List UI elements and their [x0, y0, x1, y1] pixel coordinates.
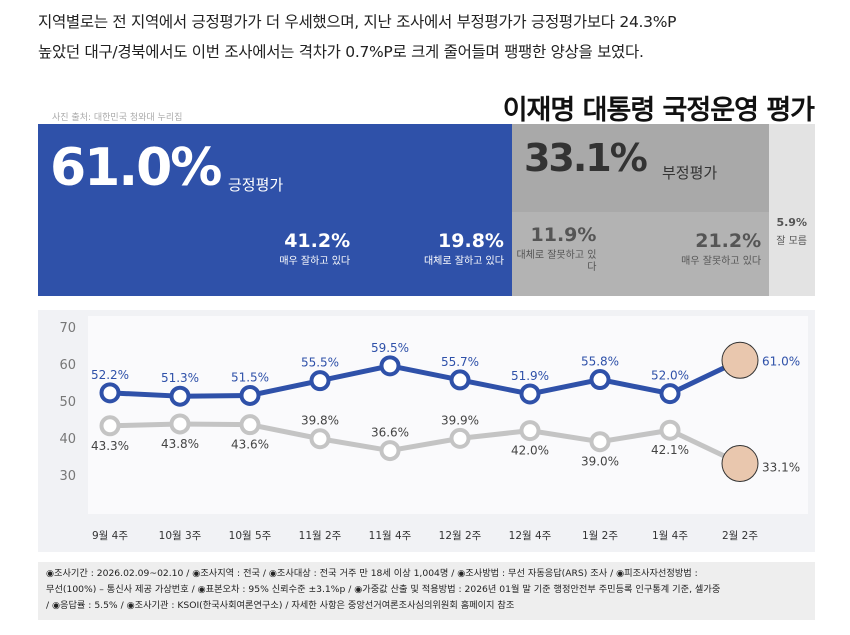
marker [589, 369, 611, 391]
marker [169, 385, 191, 407]
y-tick-label: 60 [59, 358, 76, 373]
data-label: 43.6% [231, 438, 269, 452]
x-tick-label: 10월 5주 [229, 530, 272, 542]
data-label: 55.5% [301, 356, 339, 370]
total-label: 긍정평가 [228, 176, 284, 194]
marker [99, 415, 121, 437]
breakdown-segment [604, 212, 771, 296]
marker [239, 384, 261, 406]
marker [449, 369, 471, 391]
data-label: 39.8% [301, 414, 339, 428]
x-tick-label: 12월 4주 [509, 530, 552, 542]
x-tick-label: 10월 3주 [159, 530, 202, 542]
marker [379, 355, 401, 377]
marker [659, 419, 681, 441]
data-label: 36.6% [371, 426, 409, 440]
chart: 30 40 50 60 70 9월 4주 10월 3주 10월 5주 11월 2주 11월 4주 1… [59, 316, 808, 542]
total-value: 61.0% [50, 138, 222, 198]
x-tick-label: 11월 2주 [299, 530, 342, 542]
breakdown-segment [358, 212, 513, 296]
photo-source: 사진 출처: 대한민국 청와대 누리집 [52, 113, 183, 123]
footer-line: / ◉응답률 : 5.5% / ◉조사기관 : KSOI(한국사회여론연구소) … [46, 600, 515, 611]
x-tick-label: 1월 4주 [652, 530, 688, 542]
data-label: 51.9% [511, 369, 549, 383]
data-label: 39.9% [441, 413, 479, 427]
data-label: 55.8% [581, 355, 619, 369]
series-line [109, 358, 742, 399]
marker [309, 428, 331, 450]
breakdown-label: 대체로 잘못하고 있다 [516, 250, 597, 273]
data-label: 43.8% [161, 437, 199, 451]
series-line [109, 421, 742, 466]
breakdown-label: 대체로 잘하고 있다 [423, 256, 504, 267]
breakdown-label: 잘 모름 [776, 236, 807, 247]
y-tick-label: 30 [59, 469, 76, 484]
chart-title: 이재명 대통령 국정운영 평가 [502, 95, 815, 126]
face-photo [721, 445, 759, 483]
summary: 61.0% 긍정평가 33.1% 부정평가 41.2% 매우 잘하고 있다 19.8% 대체로… [38, 124, 815, 296]
breakdown-value: 19.8% [438, 230, 504, 252]
marker [449, 427, 471, 449]
breakdown-value: 41.2% [284, 230, 351, 252]
marker [589, 431, 611, 453]
breakdown-label: 매우 잘못하고 있다 [681, 256, 762, 267]
data-label: 42.1% [651, 443, 689, 457]
total-value: 33.1% [523, 136, 648, 180]
marker [379, 440, 401, 462]
data-label: 52.2% [91, 368, 129, 382]
footer-line: 무선(100%) – 통신사 제공 가상번호 / ◉표본오차 : 95% 신뢰수… [46, 584, 721, 595]
marker [169, 413, 191, 435]
face-photo [721, 341, 759, 379]
intro-text: 지역별로는 전 지역에서 긍정평가가 더 우세했으며, 지난 조사에서 부정평가… [38, 13, 677, 31]
x-tick-label: 11월 4주 [369, 530, 412, 542]
marker [659, 383, 681, 405]
marker [519, 383, 541, 405]
marker [99, 382, 121, 404]
y-tick-label: 70 [59, 321, 76, 336]
data-label: 42.0% [511, 444, 549, 458]
x-tick-label: 1월 2주 [582, 530, 618, 542]
marker [239, 414, 261, 436]
y-tick-label: 40 [59, 432, 76, 447]
data-label: 52.0% [651, 369, 689, 383]
total-label: 부정평가 [661, 164, 718, 182]
intro-text: 높았던 대구/경북에서도 이번 조사에서는 격차가 0.7%P로 크게 줄어들며… [38, 43, 644, 61]
data-label: 59.5% [371, 341, 409, 355]
plot-area [88, 316, 808, 514]
footer: ◉조사기간 : 2026.02.09~02.10 / ◉조사지역 : 전국 / … [38, 562, 815, 620]
x-tick-label: 9월 4주 [92, 530, 128, 542]
breakdown-value: 5.9% [776, 216, 807, 229]
data-label: 43.3% [91, 439, 129, 453]
breakdown-segment [511, 212, 606, 296]
breakdown-segment [38, 212, 360, 296]
x-tick-label: 2월 2주 [722, 530, 758, 542]
breakdown-label: 매우 잘하고 있다 [279, 256, 351, 267]
breakdown-segment [769, 124, 815, 296]
y-tick-label: 50 [59, 395, 76, 410]
x-tick-label: 12월 2주 [439, 530, 482, 542]
marker [309, 370, 331, 392]
data-label: 39.0% [581, 455, 619, 469]
data-label: 55.7% [441, 355, 479, 369]
data-label: 33.1% [762, 461, 800, 475]
footer-line: ◉조사기간 : 2026.02.09~02.10 / ◉조사지역 : 전국 / … [46, 568, 698, 579]
breakdown-value: 11.9% [530, 224, 597, 246]
data-label: 51.3% [161, 371, 199, 385]
breakdown-value: 21.2% [695, 230, 762, 252]
data-label: 51.5% [231, 370, 269, 384]
marker [519, 420, 541, 442]
data-label: 61.0% [762, 354, 800, 368]
